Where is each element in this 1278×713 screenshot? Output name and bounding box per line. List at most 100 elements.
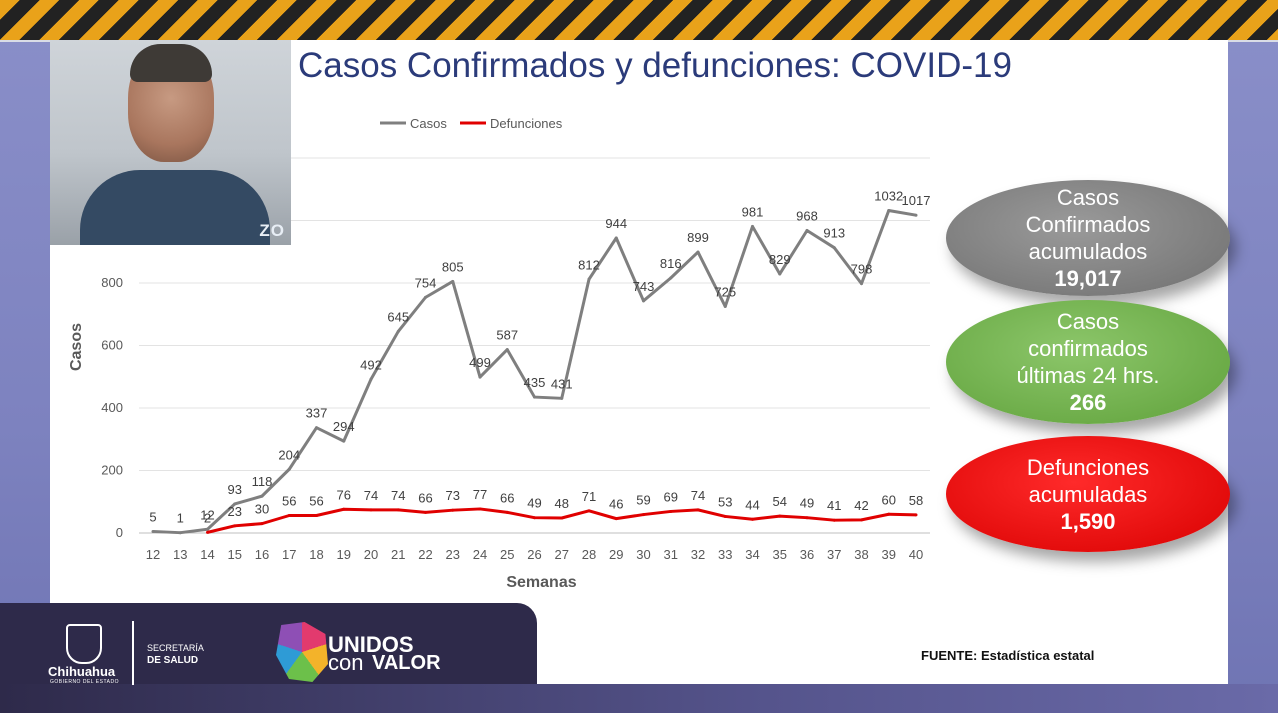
x-tick-label: 18 xyxy=(309,547,323,562)
data-label: 5 xyxy=(149,509,156,524)
data-label: 337 xyxy=(306,406,328,421)
data-point xyxy=(614,517,618,521)
data-label: 48 xyxy=(555,496,569,511)
x-tick-label: 39 xyxy=(882,547,896,562)
data-point xyxy=(832,518,836,522)
data-label: 754 xyxy=(415,275,437,290)
bubble-label-line: Confirmados xyxy=(1025,212,1151,237)
x-tick-label: 31 xyxy=(664,547,678,562)
data-point xyxy=(342,439,346,443)
data-source-label: FUENTE: Estadística estatal xyxy=(921,648,1095,663)
data-label: 944 xyxy=(605,216,627,231)
x-tick-label: 27 xyxy=(555,547,569,562)
data-point xyxy=(642,513,645,517)
x-tick-label: 13 xyxy=(173,547,187,562)
x-tick-label: 24 xyxy=(473,547,487,562)
data-point xyxy=(451,508,455,512)
secretaria-line1: SECRETARÍA xyxy=(147,643,204,653)
data-label: 12 xyxy=(200,507,214,522)
data-label: 74 xyxy=(391,488,405,503)
data-label: 499 xyxy=(469,355,491,370)
data-label: 492 xyxy=(360,357,382,372)
x-tick-label: 28 xyxy=(582,547,596,562)
data-point xyxy=(723,304,727,308)
presenter-video-feed: ZO xyxy=(50,40,291,245)
data-point xyxy=(315,514,318,517)
data-label: 77 xyxy=(473,487,487,502)
data-point xyxy=(424,295,427,299)
data-point xyxy=(805,516,809,520)
data-label: 204 xyxy=(278,447,300,462)
bubble-label-line: acumuladas xyxy=(1028,481,1148,507)
data-point xyxy=(233,524,237,528)
data-point xyxy=(642,299,645,303)
data-point xyxy=(860,282,863,286)
state-subtitle: GOBIERNO DEL ESTADO xyxy=(50,679,119,685)
data-point xyxy=(533,516,536,520)
data-label: 60 xyxy=(882,492,896,507)
data-point xyxy=(396,329,400,333)
y-tick-label: 0 xyxy=(116,525,123,540)
valor-text: VALOR xyxy=(372,652,441,674)
cumulative-cases-value: 19,017 xyxy=(1054,266,1122,291)
data-label: 23 xyxy=(228,504,242,519)
cumulative-deaths-bubble: Defunciones acumuladas 1,590 xyxy=(946,436,1230,552)
data-point xyxy=(587,509,591,513)
data-point xyxy=(669,276,673,280)
data-label: 73 xyxy=(446,488,460,503)
data-point xyxy=(860,518,863,522)
data-label: 56 xyxy=(282,494,296,509)
data-point xyxy=(505,510,509,514)
data-label: 54 xyxy=(773,494,787,509)
data-point xyxy=(260,522,264,526)
data-point xyxy=(396,508,400,512)
data-label: 118 xyxy=(252,474,273,489)
data-label: 968 xyxy=(796,209,818,224)
x-tick-label: 20 xyxy=(364,547,378,562)
data-point xyxy=(505,348,509,352)
footer-divider xyxy=(132,621,134,685)
x-axis-title: Semanas xyxy=(506,574,576,591)
x-tick-label: 16 xyxy=(255,547,269,562)
x-tick-label: 15 xyxy=(228,547,242,562)
x-tick-label: 40 xyxy=(909,547,923,562)
x-tick-label: 32 xyxy=(691,547,705,562)
data-point xyxy=(451,279,455,283)
data-point xyxy=(369,377,373,381)
data-point xyxy=(887,209,891,212)
data-point xyxy=(178,531,182,535)
cumulative-deaths-value: 1,590 xyxy=(1060,508,1116,534)
data-point xyxy=(342,507,346,511)
data-point xyxy=(832,246,836,250)
bubble-label-line: confirmados xyxy=(1028,336,1148,361)
data-point xyxy=(478,375,482,379)
secretaria-line2: DE SALUD xyxy=(147,655,199,666)
y-tick-label: 800 xyxy=(101,275,123,290)
x-tick-label: 29 xyxy=(609,547,623,562)
data-point xyxy=(696,508,700,512)
bubble-label-line: últimas 24 hrs. xyxy=(1016,363,1160,388)
hazard-stripe-banner xyxy=(0,0,1278,42)
legend-label: Casos xyxy=(410,116,447,131)
data-label: 1032 xyxy=(874,189,903,204)
data-point xyxy=(587,277,591,281)
data-point xyxy=(614,236,618,240)
data-label: 587 xyxy=(496,328,518,343)
x-tick-label: 30 xyxy=(636,547,650,562)
data-label: 829 xyxy=(769,252,791,267)
data-point xyxy=(287,467,291,471)
data-label: 899 xyxy=(687,230,709,245)
state-name: Chihuahua xyxy=(48,664,116,679)
data-label: 725 xyxy=(714,284,736,299)
cumulative-cases-bubble: Casos Confirmados acumulados 19,017 xyxy=(946,180,1230,296)
data-label: 66 xyxy=(418,490,432,505)
bubble-label-line: acumulados xyxy=(1028,239,1148,264)
x-tick-label: 25 xyxy=(500,547,514,562)
x-tick-label: 36 xyxy=(800,547,814,562)
data-label: 743 xyxy=(633,279,655,294)
legend-label: Defunciones xyxy=(490,116,563,131)
data-label: 816 xyxy=(660,256,682,271)
x-tick-label: 37 xyxy=(827,547,841,562)
data-label: 42 xyxy=(854,498,868,513)
